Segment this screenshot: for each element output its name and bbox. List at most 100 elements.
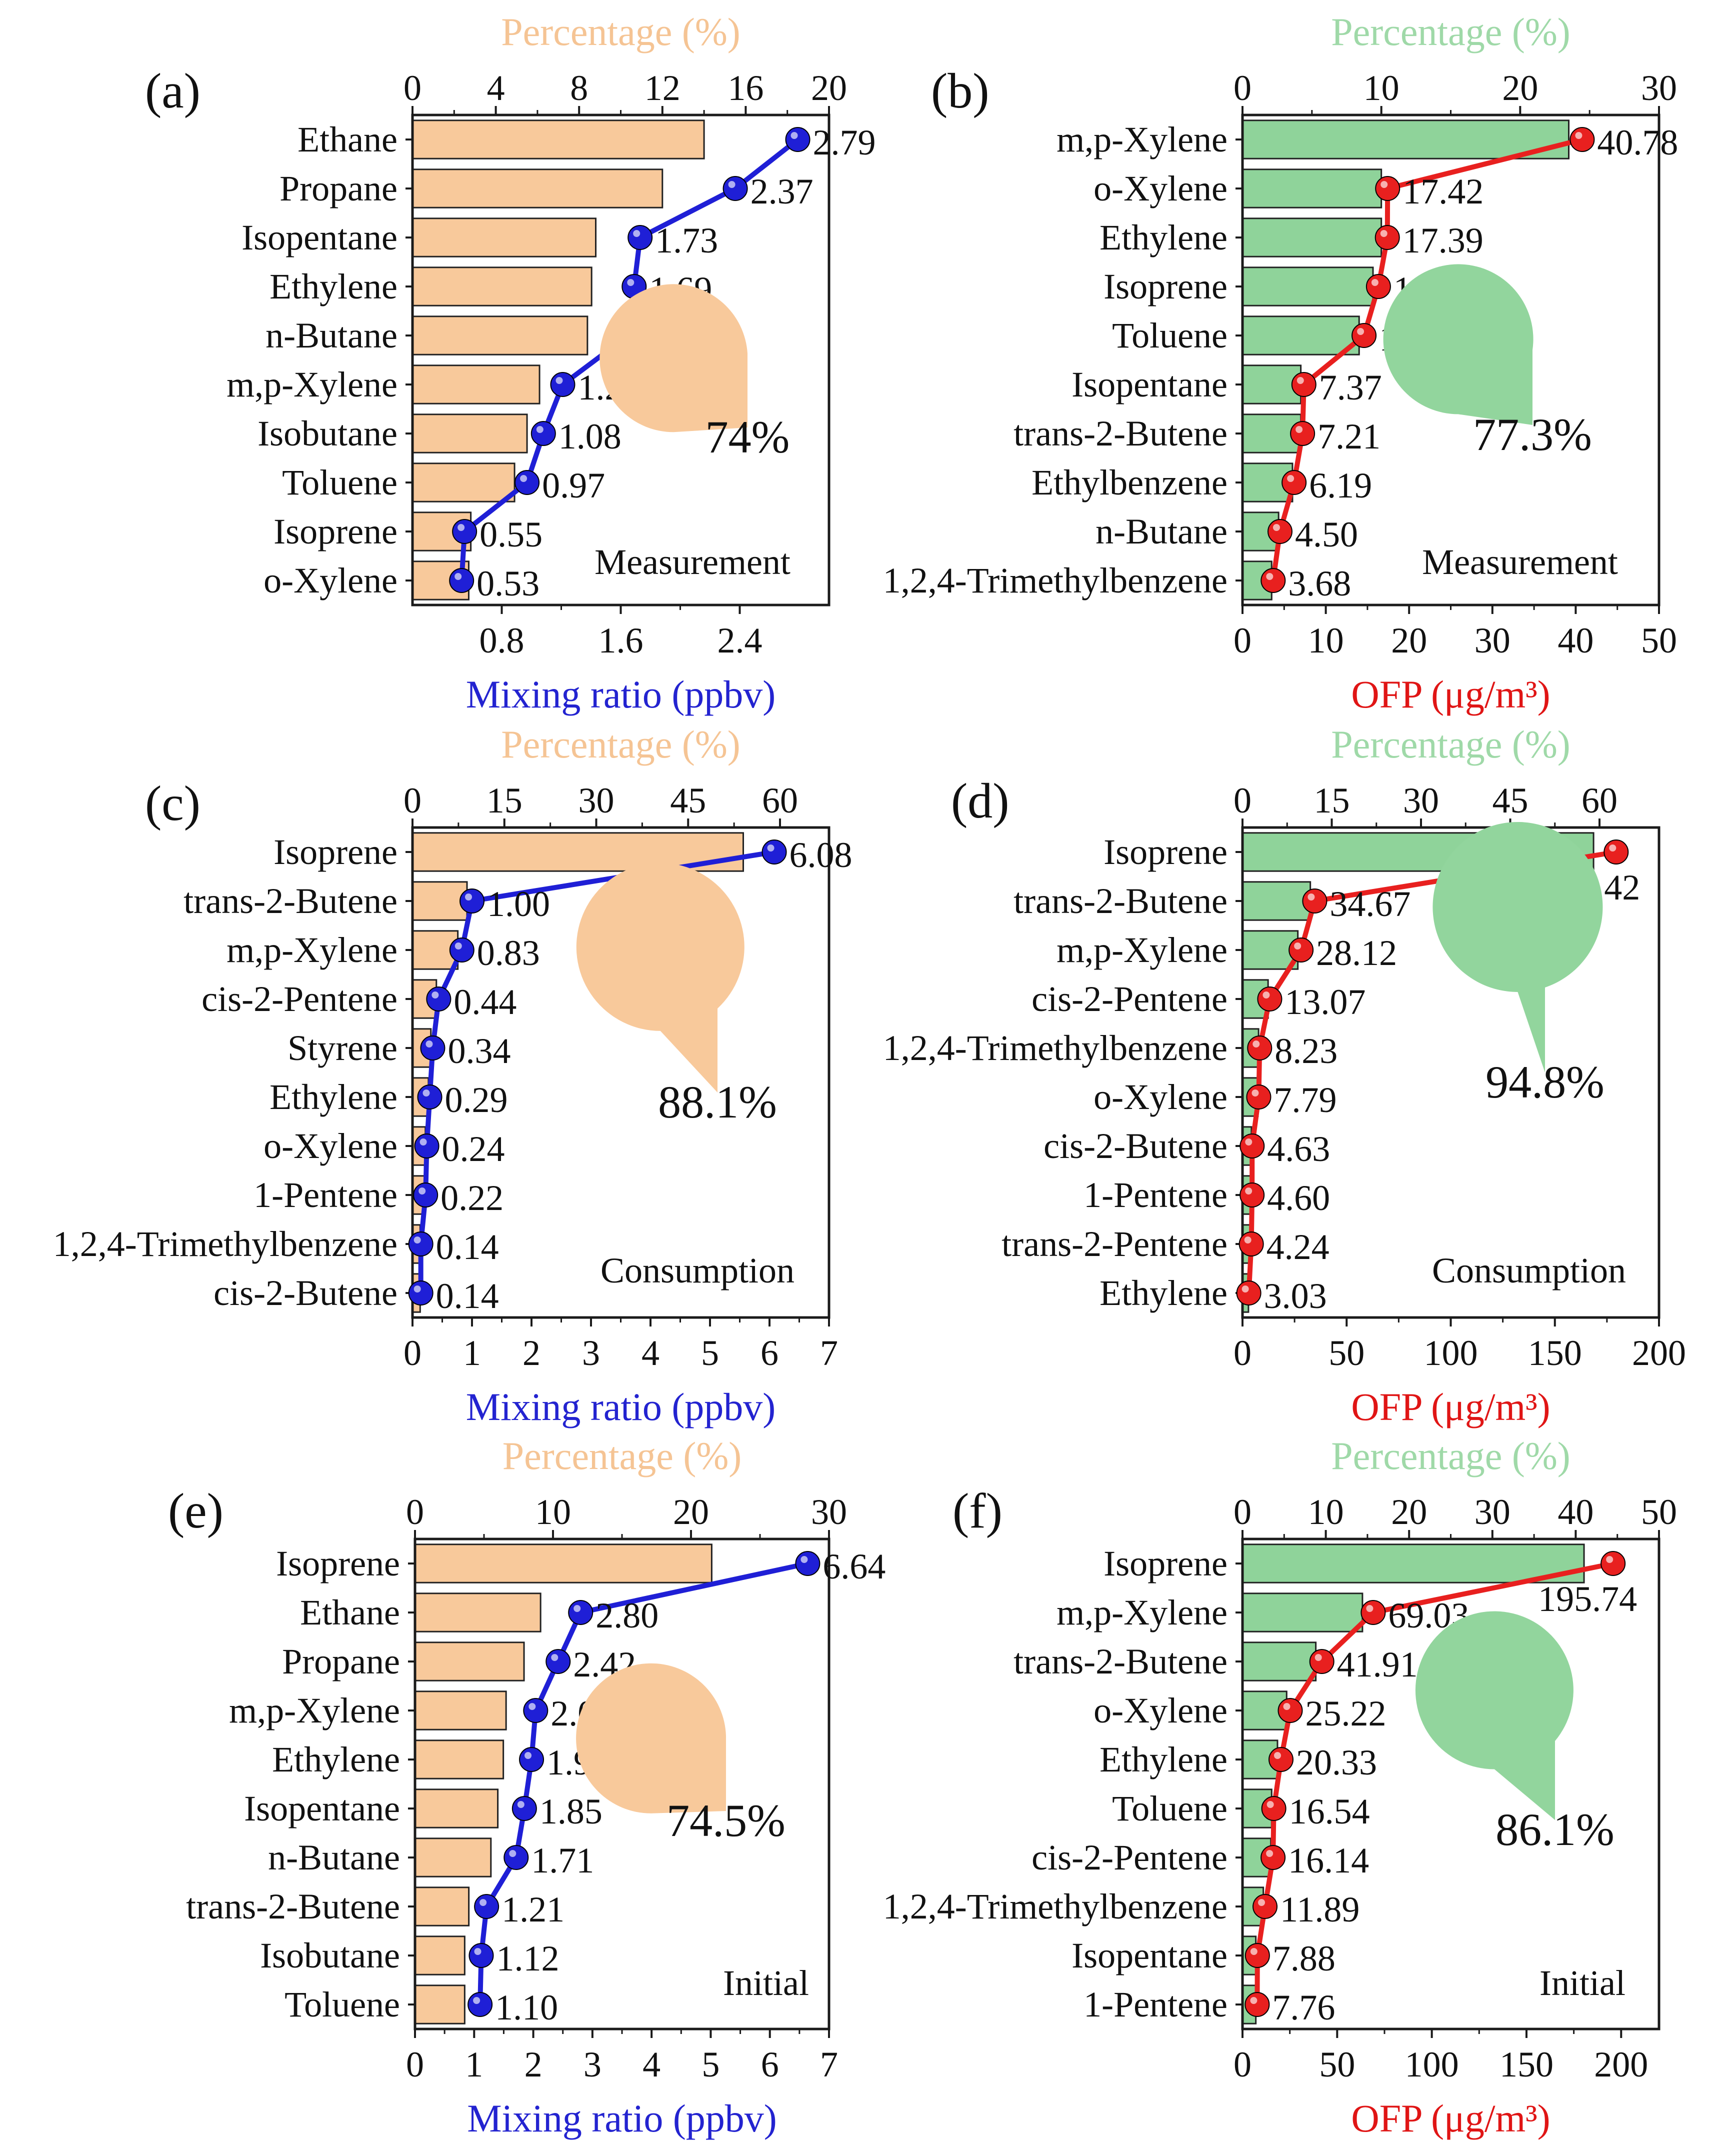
line-marker-3 <box>449 938 474 962</box>
data-label: 25.22 <box>1305 1694 1386 1734</box>
pie-slice <box>576 862 744 1092</box>
data-label: 7.37 <box>1319 368 1382 408</box>
bar-2 <box>1242 168 1382 208</box>
bottom-tick-label: 20 <box>1391 620 1427 660</box>
line-marker-7 <box>414 1134 440 1158</box>
data-label: 7.21 <box>1318 416 1380 456</box>
data-label: 7.76 <box>1272 1988 1335 2028</box>
marker-highlight <box>1371 279 1378 286</box>
data-label: 17.42 <box>1402 172 1484 212</box>
line-marker-8 <box>474 1894 500 1919</box>
category-label: m,p-Xylene <box>1056 120 1228 160</box>
category-label: Ethylene <box>1100 218 1228 258</box>
data-label: 4.24 <box>1266 1227 1330 1267</box>
bottom-tick-label: 3 <box>584 2044 602 2084</box>
panel-label: (e) <box>168 1483 224 1538</box>
top-axis-title: Percentage (%) <box>1331 1434 1570 1478</box>
data-label: 40.78 <box>1597 122 1678 162</box>
line-marker-10 <box>1244 1992 1270 2017</box>
line-marker-6 <box>512 1796 537 1821</box>
line-marker-2 <box>1375 176 1400 201</box>
bottom-axis-title: Mixing ratio (ppbv) <box>466 1385 776 1428</box>
data-label: 2.80 <box>596 1596 658 1636</box>
category-label: o-Xylene <box>1094 1690 1228 1730</box>
category-label: o-Xylene <box>1094 1077 1228 1117</box>
bar-6 <box>412 364 540 404</box>
bottom-axis-title: OFP (μg/m³) <box>1351 2096 1550 2140</box>
pie-slice <box>1432 822 1603 1072</box>
bottom-tick-label: 5 <box>702 2044 720 2084</box>
data-label: 3.68 <box>1288 564 1351 604</box>
bottom-tick-label: 6 <box>760 1333 778 1373</box>
data-label: 0.53 <box>476 564 540 604</box>
line-marker-9 <box>1267 519 1292 544</box>
marker-highlight <box>420 1138 427 1146</box>
category-label: m,p-Xylene <box>1056 930 1228 970</box>
data-label: 11.89 <box>1280 1890 1360 1930</box>
data-label: 7.88 <box>1272 1938 1336 1978</box>
pie-label: 77.3% <box>1473 409 1592 460</box>
top-tick-label: 0 <box>406 1492 424 1532</box>
line-marker-1 <box>1570 127 1595 152</box>
marker-highlight <box>473 1997 480 2004</box>
bottom-axis-title: OFP (μg/m³) <box>1351 672 1550 716</box>
marker-highlight <box>520 475 528 482</box>
line-marker-6 <box>1246 1084 1272 1110</box>
category-label: Isopentane <box>1072 1936 1228 1976</box>
bar-2 <box>412 881 468 921</box>
bar-2 <box>414 1592 542 1632</box>
top-tick-label: 30 <box>811 1492 847 1532</box>
data-label: 1.08 <box>558 416 622 456</box>
top-tick-label: 10 <box>1364 68 1400 108</box>
category-label: cis-2-Pentene <box>1032 979 1228 1019</box>
line-marker-6 <box>550 372 576 397</box>
line-marker-7 <box>1260 1845 1286 1870</box>
data-label: 28.12 <box>1316 933 1397 973</box>
category-label: Toluene <box>282 462 398 502</box>
bar-3 <box>412 218 597 258</box>
top-tick-label: 20 <box>1502 68 1538 108</box>
chart-panel-1: (a) 0 4 8 12 16 20 Percentage (%) 0.8 1.6 2.4 Mixin… <box>145 10 876 716</box>
data-label: 0.14 <box>436 1276 499 1316</box>
line-marker-5 <box>420 1036 446 1060</box>
category-label: Isobutane <box>260 1936 400 1976</box>
top-axis-title: Percentage (%) <box>501 722 740 766</box>
top-axis-title: Percentage (%) <box>502 1434 742 1478</box>
category-label: trans-2-Butene <box>1014 881 1228 921</box>
data-label: 6.19 <box>1309 466 1372 506</box>
bottom-tick-label: 0 <box>404 1333 422 1373</box>
line-marker-4 <box>1278 1698 1303 1723</box>
bottom-tick-label: 150 <box>1500 2044 1554 2084</box>
marker-highlight <box>528 1703 536 1710</box>
top-tick-label: 8 <box>570 68 588 108</box>
marker-highlight <box>1266 1801 1274 1808</box>
line-marker-4 <box>426 986 452 1012</box>
bar-1 <box>1242 1544 1585 1584</box>
category-label: Isobutane <box>258 414 398 454</box>
line-marker-7 <box>1290 421 1316 446</box>
bottom-tick-label: 0 <box>1234 1333 1252 1373</box>
data-label: 20.33 <box>1296 1742 1377 1782</box>
line-marker-8 <box>1240 1182 1265 1208</box>
marker-highlight <box>1287 475 1294 482</box>
top-tick-label: 45 <box>670 780 706 820</box>
top-tick-label: 0 <box>1234 1492 1252 1532</box>
bar-7 <box>414 1838 492 1878</box>
data-label: 2.79 <box>813 122 876 162</box>
data-label: 13.07 <box>1284 982 1366 1022</box>
bottom-tick-label: 7 <box>820 2044 838 2084</box>
marker-highlight <box>767 844 774 852</box>
line-marker-1 <box>785 127 810 152</box>
category-label: Ethane <box>298 120 398 160</box>
category-label: Ethylbenzene <box>1032 462 1228 502</box>
category-label: n-Butane <box>1096 512 1228 552</box>
data-label: 1.21 <box>502 1890 564 1930</box>
bar-2 <box>1242 1592 1364 1632</box>
top-axis-title: Percentage (%) <box>1331 10 1570 54</box>
marker-highlight <box>414 1236 421 1244</box>
data-label: 0.34 <box>448 1031 510 1071</box>
line-marker-1 <box>1600 1551 1626 1576</box>
line-marker-6 <box>1261 1796 1286 1821</box>
category-label: 1-Pentene <box>1084 1984 1228 2024</box>
pie-slice <box>1415 1611 1574 1820</box>
